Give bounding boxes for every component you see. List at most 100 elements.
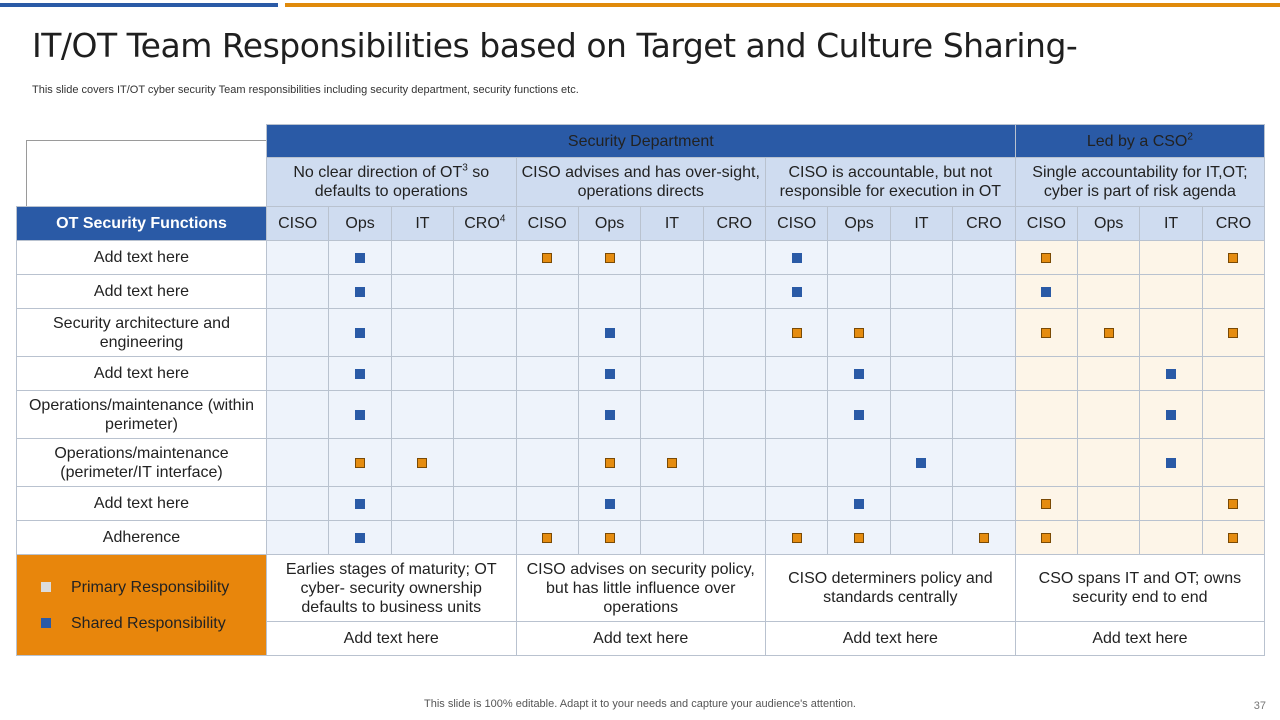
table-cell [764,520,829,555]
table-cell [952,240,1016,275]
footer-add-text-1: Add text here [266,621,517,656]
table-cell [952,356,1016,391]
header-band-row: Security Department Led by a CSO2 [17,124,1266,158]
shared-marker-icon [1041,252,1052,263]
table-cell [640,308,704,357]
table-cell [328,486,392,521]
function-label: Add text here [16,356,267,391]
table-cell [1139,274,1203,309]
table-cell [390,240,455,275]
primary-marker-icon [604,498,615,509]
table-cell [453,520,517,555]
table-cell [764,486,829,521]
table-cell [764,274,829,309]
table-cell [827,308,891,357]
table-cell [889,520,954,555]
shared-marker-icon [355,457,366,468]
table-cell [1014,486,1079,521]
shared-marker-icon [1228,498,1239,509]
table-cell [328,438,392,487]
footer-add-text-3: Add text here [765,621,1016,656]
footer-note: This slide is 100% editable. Adapt it to… [424,698,856,710]
table-cell [390,390,455,439]
function-label: Operations/maintenance (perimeter/IT int… [16,438,267,487]
top-accent-bar-orange [285,3,1280,7]
table-cell [453,390,517,439]
table-cell [640,240,704,275]
legend-shared-label: Shared Responsibility [71,614,226,632]
table-cell [1139,520,1203,555]
column-label-it: IT [390,206,455,241]
primary-marker-icon [355,252,366,263]
column-labels-row: OT Security Functions CISO Ops IT CRO4 CISO O… [16,206,1266,241]
table-cell [390,438,455,487]
shared-marker-icon [417,457,428,468]
table-cell [702,308,767,357]
table-cell [764,390,829,439]
table-cell [640,274,704,309]
table-cell [827,486,891,521]
table-cell [453,240,517,275]
footer-add-text-2: Add text here [515,621,766,656]
function-label: Add text here [16,486,267,521]
shared-marker-icon [604,252,615,263]
primary-marker-icon [604,368,615,379]
table-cell [1201,240,1266,275]
table-cell [640,438,704,487]
table-cell [702,390,767,439]
table-body: Add text here Add text here Security archi… [16,240,1266,555]
table-cell [515,308,579,357]
maturity-description-3: CISO determiners policy and standards ce… [765,554,1016,622]
led-by-cso-header: Led by a CSO2 [1014,124,1266,158]
table-cell [764,240,829,275]
table-cell [702,486,767,521]
page-number: 37 [1253,700,1266,712]
table-cell [1201,390,1266,439]
table-cell [390,308,455,357]
table-cell [328,390,392,439]
table-cell [640,520,704,555]
table-row: Operations/maintenance (perimeter/IT int… [16,438,1266,487]
table-cell [702,274,767,309]
table-cell [1077,390,1141,439]
primary-marker-icon [604,409,615,420]
table-cell [889,240,954,275]
table-cell [952,520,1016,555]
table-cell [827,390,891,439]
primary-marker-icon [1166,368,1177,379]
table-cell [577,308,642,357]
shared-marker-icon [791,532,802,543]
table-cell [640,390,704,439]
table-cell [1201,308,1266,357]
table-cell [390,274,455,309]
table-cell [952,438,1016,487]
table-row: Operations/maintenance (within perimeter… [16,390,1266,439]
page-subtitle: This slide covers IT/OT cyber security T… [32,84,579,96]
table-row: Adherence [16,520,1266,555]
primary-marker-icon [916,457,927,468]
table-cell [952,486,1016,521]
table-cell [265,486,330,521]
column-label-cro: CRO [1201,206,1266,241]
table-cell [1139,486,1203,521]
footer-add-text-4: Add text here [1014,621,1266,656]
column-label-ciso: CISO [1014,206,1079,241]
shared-marker-icon [1228,252,1239,263]
table-cell [515,520,579,555]
table-cell [1077,240,1141,275]
column-label-cro: CRO [952,206,1016,241]
table-cell [952,274,1016,309]
shared-marker-icon [854,327,865,338]
table-cell [1014,356,1079,391]
table-cell [1077,274,1141,309]
table-cell [889,308,954,357]
table-cell [577,520,642,555]
table-cell [702,520,767,555]
table-cell [1014,274,1079,309]
table-cell [1014,308,1079,357]
table-cell [1139,438,1203,487]
table-cell [1139,390,1203,439]
table-cell [265,390,330,439]
table-cell [1139,240,1203,275]
legend-primary-label: Primary Responsibility [71,578,230,596]
